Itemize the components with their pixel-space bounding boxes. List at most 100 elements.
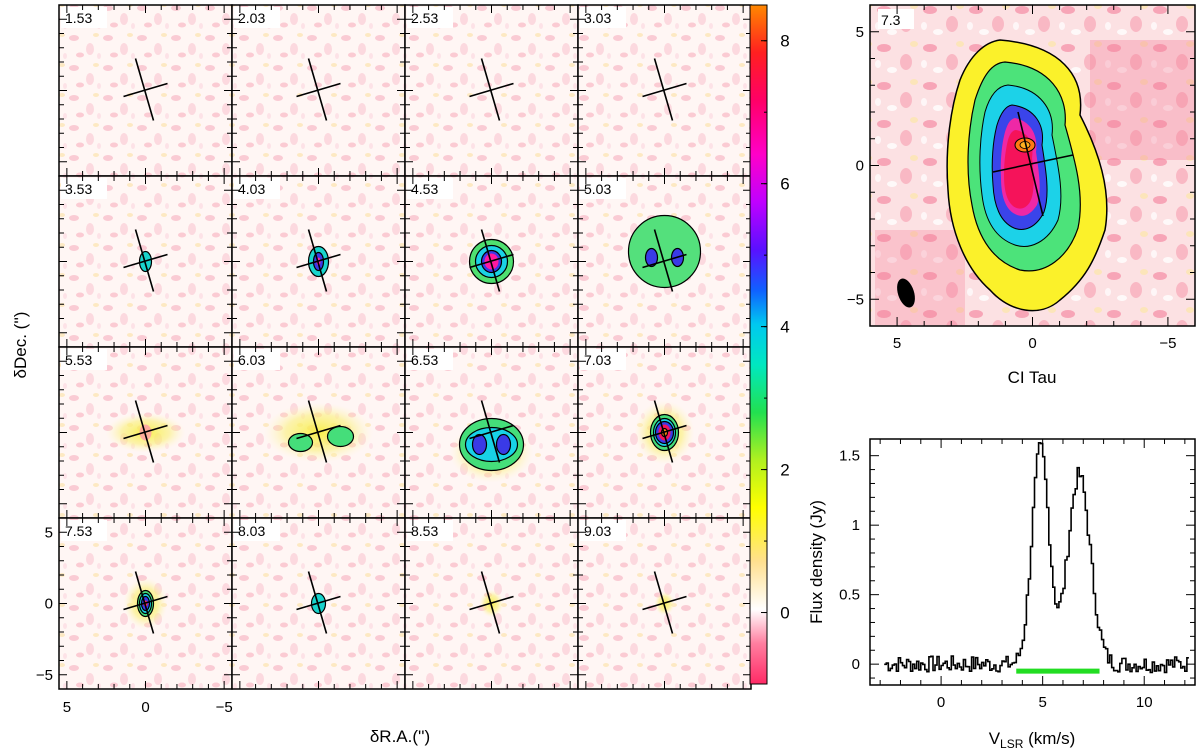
disk-minor-axis [296, 424, 341, 440]
integrated-map-title: CI Tau [1008, 368, 1057, 387]
channel-label-box [580, 7, 626, 28]
integrated-map-channel-label: 7.3 [881, 12, 901, 28]
colorbar-gradient [749, 4, 768, 685]
channel-label-box [580, 178, 626, 199]
channel-label: 8.03 [238, 523, 265, 539]
grid-ytick-label: 0 [45, 596, 53, 613]
colorbar-ticks: 0 2 4 6 8 [761, 32, 790, 685]
disk-minor-axis [469, 253, 514, 269]
channel-label-box [61, 7, 107, 28]
channel-label: 4.03 [238, 181, 265, 197]
channel-label-box [407, 349, 453, 370]
channel-panel-7.03: 7.03 [577, 346, 752, 519]
spectrum-frame [869, 438, 1196, 686]
channel-panel-5.53: 5.53 [58, 346, 233, 519]
grid-ylabel: δDec. ('') [11, 312, 30, 379]
channel-ticks [232, 176, 405, 347]
spectrum-ytick-label: 1.5 [839, 448, 860, 465]
disk-minor-axis [123, 82, 168, 98]
channel-label: 6.03 [238, 352, 265, 368]
channel-panel-9.03: 9.03 [577, 517, 752, 690]
spectrum-xtick-label: 10 [1136, 694, 1153, 711]
channel-label: 9.03 [584, 523, 611, 539]
spectrum-xlabel: VLSR (km/s) [989, 729, 1076, 751]
disk-minor-axis [469, 595, 514, 611]
channel-label: 3.53 [65, 181, 92, 197]
integrated-map-ytick-label: −5 [847, 291, 864, 308]
channel-ticks [59, 5, 232, 176]
channel-ticks [59, 347, 232, 518]
channel-panel-6.03: 6.03 [231, 346, 406, 519]
disk-minor-axis [296, 82, 341, 98]
beam-ellipse [897, 278, 915, 308]
spectrum-ylabel: Flux density (Jy) [807, 500, 826, 624]
channel-panel-8.03: 8.03 [231, 517, 406, 690]
disk-minor-axis [296, 253, 341, 269]
integrated-map-label-box [878, 9, 914, 29]
channel-ticks [405, 5, 578, 176]
spectrum-xlabel-main: V [989, 729, 1001, 748]
channel-panel-3.03: 3.03 [577, 4, 752, 177]
emission-contour [495, 433, 512, 456]
channel-label-box [580, 520, 626, 541]
emission-contour [471, 433, 488, 456]
channel-label-box [407, 7, 453, 28]
grid-xtick-label: −5 [216, 699, 233, 716]
disk-minor-axis [469, 424, 514, 440]
spectrum-ytick-label: 0 [852, 656, 860, 673]
disk-minor-axis [296, 595, 341, 611]
channel-label: 3.03 [584, 10, 611, 26]
channel-label-box [407, 178, 453, 199]
colorbar-tick-label: 2 [780, 461, 789, 480]
emission-contour [287, 432, 314, 453]
spectrum-xtick-label: 5 [1038, 694, 1046, 711]
grid-ytick-label: 5 [45, 524, 53, 541]
integrated-map-ytick-label: 0 [856, 158, 864, 175]
disk-minor-axis [642, 253, 687, 269]
channel-label: 1.53 [65, 10, 92, 26]
spectrum-ytick-label: 1 [852, 517, 860, 534]
integrated-map-xtick-label: 0 [1028, 335, 1036, 352]
channel-ticks [578, 347, 751, 518]
integrated-map-panel: 7.3 5 0 −5 −5 0 5 CI Tau [847, 4, 1196, 387]
emission-contour [326, 425, 355, 448]
channel-ticks [232, 5, 405, 176]
channel-label-box [580, 349, 626, 370]
channel-label-box [234, 178, 280, 199]
disk-minor-axis [642, 424, 687, 440]
channel-label: 5.53 [65, 352, 92, 368]
disk-minor-axis [469, 82, 514, 98]
channel-panel-4.53: 4.53 [404, 175, 579, 348]
grid-xtick-label: 0 [141, 699, 149, 716]
colorbar: 0 2 4 6 8 [749, 4, 790, 685]
integrated-map-ticks: 5 0 −5 −5 0 5 [847, 4, 1196, 352]
disk-minor-axis [123, 253, 168, 269]
channel-panel-3.53: 3.53 [58, 175, 233, 348]
channel-ticks [578, 5, 751, 176]
channel-panel-6.53: 6.53 [404, 346, 579, 519]
channel-label-box [61, 178, 107, 199]
spectrum-xlabel-subscript: LSR [1000, 737, 1024, 751]
channel-map-grid: 1.53 2.03 2.53 3.03 3.53 4.03 4.53 5.03 5.53 6.03… [36, 4, 752, 716]
channel-label-box [234, 349, 280, 370]
channel-panel-4.03: 4.03 [231, 175, 406, 348]
spectrum-ytick-label: 0.5 [839, 587, 860, 604]
channel-label: 7.03 [584, 352, 611, 368]
integrated-map-xtick-label: 5 [893, 335, 901, 352]
colorbar-tick-label: 8 [780, 32, 789, 51]
channel-panel-2.03: 2.03 [231, 4, 406, 177]
spectrum-xtick-label: 0 [937, 694, 945, 711]
channel-label-box [61, 349, 107, 370]
channel-ticks [405, 176, 578, 347]
channel-label: 2.03 [238, 10, 265, 26]
colorbar-tick-label: 0 [780, 604, 789, 623]
channel-label: 6.53 [411, 352, 438, 368]
channel-label-box [407, 520, 453, 541]
channel-label: 8.53 [411, 523, 438, 539]
integrated-map-xtick-label: −5 [1159, 335, 1176, 352]
channel-label-box [61, 520, 107, 541]
spectrum-ticks: 0 5 10 0 0.5 1 1.5 [839, 439, 1195, 711]
channel-label: 5.03 [584, 181, 611, 197]
channel-label: 7.53 [65, 523, 92, 539]
